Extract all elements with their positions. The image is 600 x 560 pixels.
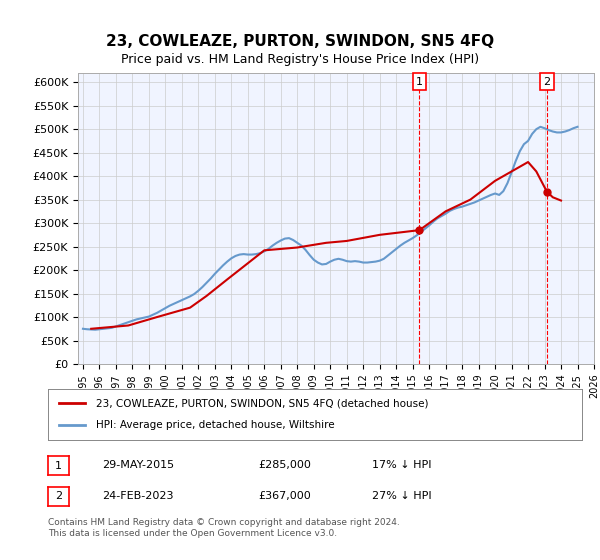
Text: £367,000: £367,000	[258, 491, 311, 501]
Text: Contains HM Land Registry data © Crown copyright and database right 2024.
This d: Contains HM Land Registry data © Crown c…	[48, 518, 400, 538]
Text: 1: 1	[55, 461, 62, 470]
Text: Price paid vs. HM Land Registry's House Price Index (HPI): Price paid vs. HM Land Registry's House …	[121, 53, 479, 66]
Text: 24-FEB-2023: 24-FEB-2023	[102, 491, 173, 501]
Text: 29-MAY-2015: 29-MAY-2015	[102, 460, 174, 470]
Text: 1: 1	[416, 77, 423, 87]
Text: HPI: Average price, detached house, Wiltshire: HPI: Average price, detached house, Wilt…	[96, 421, 335, 431]
Text: 23, COWLEAZE, PURTON, SWINDON, SN5 4FQ (detached house): 23, COWLEAZE, PURTON, SWINDON, SN5 4FQ (…	[96, 398, 428, 408]
Text: £285,000: £285,000	[258, 460, 311, 470]
Text: 27% ↓ HPI: 27% ↓ HPI	[372, 491, 431, 501]
Text: 17% ↓ HPI: 17% ↓ HPI	[372, 460, 431, 470]
Text: 2: 2	[543, 77, 550, 87]
Text: 2: 2	[55, 492, 62, 501]
Text: 23, COWLEAZE, PURTON, SWINDON, SN5 4FQ: 23, COWLEAZE, PURTON, SWINDON, SN5 4FQ	[106, 34, 494, 49]
